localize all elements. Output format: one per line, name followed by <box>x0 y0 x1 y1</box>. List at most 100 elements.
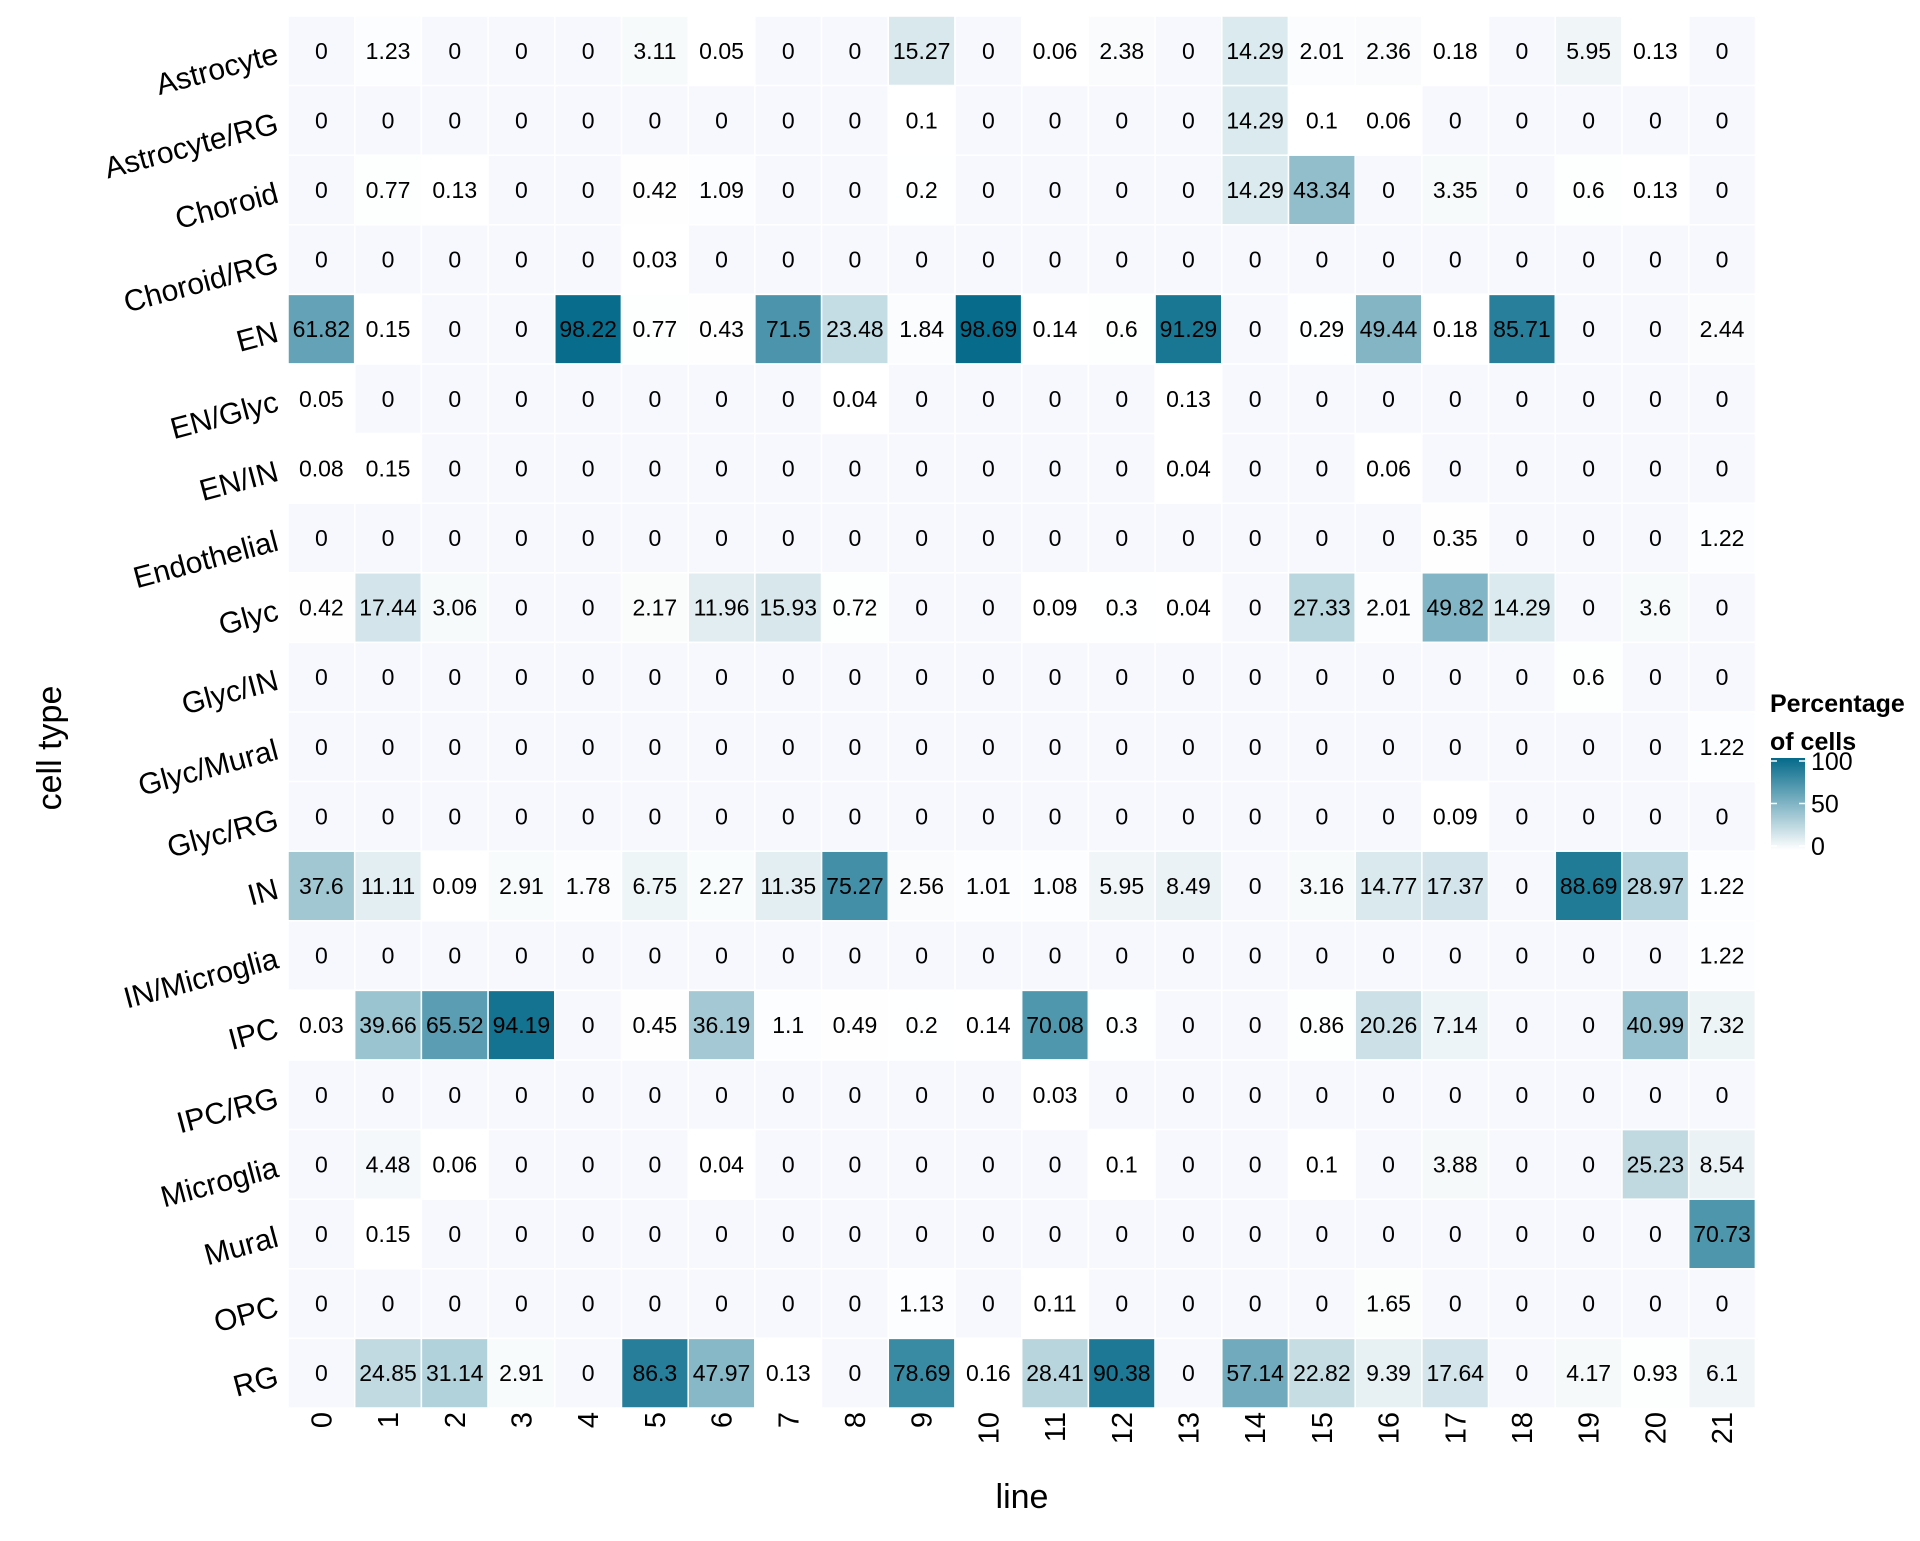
heatmap-cell <box>420 920 489 992</box>
cell-value-label: 0 <box>315 1221 328 1247</box>
heatmap-cell <box>887 432 956 504</box>
cell-value-label: 0 <box>1182 107 1195 133</box>
cell-value-label: 0 <box>582 1082 595 1108</box>
heatmap-cell <box>1554 1268 1623 1340</box>
heatmap-cell <box>1221 780 1290 852</box>
cell-value-label: 0 <box>1516 177 1529 203</box>
cell-value-label: 0 <box>1582 1151 1595 1177</box>
y-tick-label: Glyc <box>215 594 281 641</box>
heatmap-cell <box>954 572 1023 644</box>
cell-value-label: 0.1 <box>1306 1151 1338 1177</box>
cell-value-label: 0 <box>1315 525 1328 551</box>
cell-value-label: 0 <box>1516 664 1529 690</box>
x-tick-label: 14 <box>1240 1412 1272 1444</box>
cell-value-label: 15.93 <box>759 595 817 621</box>
cell-value-label: 0.09 <box>1033 595 1078 621</box>
heatmap-cell <box>420 1059 489 1131</box>
cell-value-label: 0 <box>1449 1291 1462 1317</box>
cell-value-label: 78.69 <box>893 1360 951 1386</box>
cell-value-label: 0 <box>315 734 328 760</box>
cell-value-label: 0 <box>1582 455 1595 481</box>
heatmap-cell <box>1621 850 1690 922</box>
cell-value-label: 88.69 <box>1560 873 1618 899</box>
heatmap-cell <box>1621 780 1690 852</box>
cell-value-label: 0 <box>448 107 461 133</box>
heatmap-cell <box>1221 1059 1290 1131</box>
cell-value-label: 0 <box>315 525 328 551</box>
cell-value-label: 39.66 <box>359 1012 417 1038</box>
legend-title-line-2: of cells <box>1770 728 1856 756</box>
heatmap-cell <box>1487 572 1557 644</box>
cell-value-label: 1.78 <box>566 873 611 899</box>
cell-value-label: 0 <box>715 1082 728 1108</box>
heatmap-cell <box>1687 641 1757 713</box>
heatmap-cell <box>353 850 423 922</box>
cell-value-label: 0 <box>1649 943 1662 969</box>
heatmap-cell <box>687 432 756 504</box>
cell-value-label: 0.18 <box>1433 316 1478 342</box>
y-tick-label: Endothelial <box>130 525 282 595</box>
cell-value-label: 0 <box>582 177 595 203</box>
heatmap-cell <box>1687 1337 1757 1409</box>
heatmap-cell <box>1687 293 1757 365</box>
cell-value-label: 0 <box>648 525 661 551</box>
heatmap-cell <box>1354 1337 1423 1409</box>
heatmap-cell <box>487 641 556 713</box>
heatmap-cell <box>687 502 756 574</box>
cell-value-label: 0 <box>915 664 928 690</box>
heatmap-cell <box>1287 641 1356 713</box>
cell-value-label: 0 <box>582 1151 595 1177</box>
cell-value-label: 0 <box>1449 386 1462 412</box>
cell-value-label: 6.1 <box>1706 1360 1738 1386</box>
cell-value-label: 1.84 <box>899 316 944 342</box>
heatmap-cell <box>754 711 823 783</box>
cell-value-label: 0 <box>1449 664 1462 690</box>
cell-value-label: 0 <box>1315 664 1328 690</box>
cell-value-label: 0.45 <box>632 1012 677 1038</box>
cell-value-label: 0 <box>648 664 661 690</box>
cell-value-label: 0.06 <box>1366 107 1411 133</box>
cell-value-label: 0 <box>1382 386 1395 412</box>
cell-value-label: 28.97 <box>1627 873 1685 899</box>
heatmap-cell <box>954 850 1023 922</box>
cell-value-label: 0.09 <box>432 873 477 899</box>
cell-value-label: 0 <box>582 803 595 829</box>
x-tick-label: 20 <box>1640 1412 1672 1444</box>
cell-value-label: 0 <box>915 1082 928 1108</box>
heatmap-cell <box>754 989 823 1061</box>
cell-value-label: 0 <box>1716 664 1729 690</box>
heatmap-cell <box>1154 363 1223 435</box>
heatmap-cell <box>887 1268 956 1340</box>
cell-value-label: 0 <box>849 247 862 273</box>
cell-value-label: 0 <box>382 803 395 829</box>
heatmap-cell <box>820 293 890 365</box>
heatmap-cell <box>620 989 689 1061</box>
cell-value-label: 0 <box>915 386 928 412</box>
heatmap-cell <box>1354 1059 1423 1131</box>
heatmap-cell <box>1020 989 1090 1061</box>
cell-value-label: 0 <box>1115 1082 1128 1108</box>
heatmap-cell <box>620 432 689 504</box>
cell-value-label: 17.44 <box>359 595 417 621</box>
heatmap-cell <box>1421 641 1490 713</box>
cell-value-label: 70.73 <box>1693 1221 1751 1247</box>
cell-value-label: 0 <box>1049 1151 1062 1177</box>
cell-value-label: 0 <box>1115 734 1128 760</box>
cell-value-label: 0 <box>1249 734 1262 760</box>
cell-value-label: 0 <box>715 247 728 273</box>
cell-value-label: 0 <box>1182 525 1195 551</box>
heatmap-cell <box>487 224 556 296</box>
heatmap-cell <box>1221 572 1290 644</box>
cell-value-label: 0 <box>1649 455 1662 481</box>
cell-value-label: 0 <box>648 455 661 481</box>
heatmap-cell <box>620 154 689 226</box>
cell-value-label: 0 <box>1516 1291 1529 1317</box>
cell-value-label: 0 <box>1182 1082 1195 1108</box>
cell-value-label: 1.01 <box>966 873 1011 899</box>
cell-value-label: 0.43 <box>699 316 744 342</box>
heatmap-cell <box>1487 502 1557 574</box>
heatmap-cell <box>887 780 956 852</box>
cell-value-label: 0 <box>315 1151 328 1177</box>
heatmap-cell <box>620 1059 689 1131</box>
cell-value-label: 0 <box>1582 1221 1595 1247</box>
